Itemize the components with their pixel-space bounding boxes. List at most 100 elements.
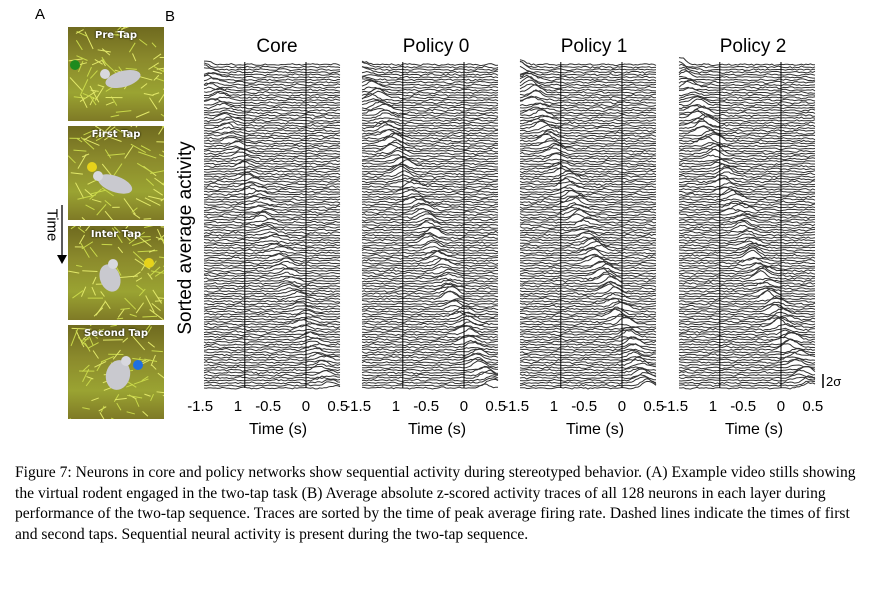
neuron-trace [678, 338, 816, 346]
neuron-trace [519, 195, 657, 202]
neuron-trace [203, 317, 341, 324]
neuron-trace [361, 70, 499, 77]
neuron-trace [678, 91, 816, 97]
caption-text: Figure 7: Neurons in core and policy net… [15, 464, 856, 543]
neuron-trace [204, 223, 341, 229]
neuron-trace [203, 96, 341, 102]
neuron-trace [519, 315, 657, 321]
neuron-trace [519, 246, 657, 255]
neuron-trace [361, 139, 499, 148]
neuron-trace [519, 255, 656, 265]
neuron-trace [678, 217, 816, 224]
neuron-trace [678, 142, 816, 148]
x-tick-label: -1.5 [503, 398, 530, 415]
neuron-trace [203, 90, 340, 97]
neuron-trace [361, 128, 499, 135]
neuron-trace [203, 267, 341, 273]
neuron-trace [519, 351, 657, 360]
neuron-trace [203, 139, 341, 146]
neuron-trace [519, 230, 657, 237]
neuron-trace [361, 117, 498, 122]
neuron-trace [361, 304, 499, 311]
neuron-trace [519, 270, 656, 281]
time-arrow-icon [57, 205, 67, 264]
neuron-trace [519, 180, 657, 186]
neuron-trace [203, 305, 341, 311]
neuron-trace [361, 103, 499, 113]
neuron-trace [519, 367, 657, 377]
neuron-trace [203, 282, 341, 288]
neuron-trace [678, 358, 816, 364]
neuron-trace [678, 224, 816, 232]
neuron-trace [361, 377, 499, 385]
neuron-trace [361, 124, 499, 133]
neuron-trace [361, 66, 499, 74]
neuron-trace [678, 322, 815, 332]
neuron-trace [203, 340, 341, 347]
neuron-trace [519, 323, 657, 329]
neuron-trace [519, 329, 657, 339]
x-tick-label: 0 [459, 398, 469, 415]
neuron-trace [519, 159, 657, 166]
neuron-trace [678, 279, 816, 286]
ball-icon [133, 360, 143, 370]
ball-icon [87, 162, 97, 172]
neuron-trace [203, 112, 341, 120]
neuron-trace [361, 257, 499, 265]
neuron-trace [362, 193, 499, 199]
neuron-trace [519, 84, 656, 95]
x-tick-label: 0 [617, 398, 627, 415]
neuron-trace [678, 213, 816, 220]
neuron-trace [203, 136, 341, 143]
neuron-trace [519, 96, 657, 102]
neuron-trace [519, 240, 657, 250]
neuron-trace [519, 244, 657, 252]
neuron-trace [519, 336, 657, 342]
neuron-trace [519, 336, 657, 346]
neuron-trace [361, 98, 499, 105]
neuron-trace [203, 243, 341, 250]
neuron-trace [520, 380, 657, 390]
neuron-trace [203, 160, 341, 166]
neuron-trace [519, 119, 657, 130]
traces-svg [203, 57, 824, 390]
neuron-trace [519, 316, 656, 327]
neuron-trace [203, 359, 341, 365]
neuron-trace [520, 142, 657, 150]
neuron-trace [678, 198, 816, 204]
neuron-trace [678, 148, 816, 158]
panel-b-letter: B [165, 8, 176, 25]
neuron-trace [519, 177, 657, 189]
neuron-trace [203, 71, 341, 77]
neuron-trace [361, 76, 498, 82]
neuron-trace [361, 324, 499, 332]
neuron-trace [203, 145, 341, 150]
neuron-trace [678, 287, 816, 298]
still-label: Pre Tap [95, 30, 137, 41]
neuron-trace [678, 375, 816, 385]
neuron-trace [361, 346, 499, 352]
neuron-trace [203, 154, 341, 161]
neuron-trace [203, 263, 341, 270]
rodent-icon [97, 174, 133, 194]
neuron-trace [678, 249, 816, 260]
neuron-trace [519, 124, 657, 133]
neuron-trace [520, 301, 657, 309]
x-tick-label: -1.5 [187, 398, 214, 415]
neuron-trace [678, 171, 816, 179]
neuron-trace [678, 78, 816, 85]
neuron-trace [361, 356, 499, 367]
neuron-trace [519, 224, 657, 230]
neuron-trace [361, 207, 499, 217]
neuron-trace [519, 186, 657, 194]
rodent-icon [105, 360, 131, 390]
neuron-trace [203, 283, 341, 291]
neuron-trace [203, 184, 341, 192]
neuron-trace [203, 168, 341, 173]
neuron-trace [519, 216, 657, 224]
neuron-trace [519, 120, 657, 128]
neuron-trace [361, 129, 499, 138]
neuron-trace [519, 261, 657, 268]
neuron-trace [204, 196, 341, 204]
neuron-trace [678, 86, 816, 92]
